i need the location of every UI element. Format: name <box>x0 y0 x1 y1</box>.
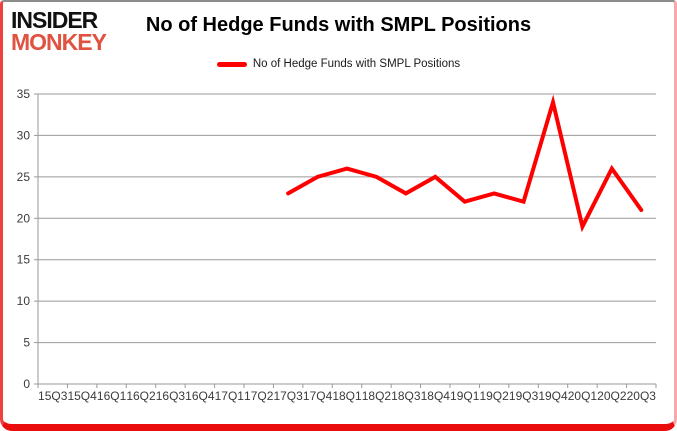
logo-text-insider: INSIDER <box>11 7 98 33</box>
x-axis-label: 15Q4 <box>67 389 97 403</box>
y-axis-label: 5 <box>23 336 30 350</box>
x-axis-label: 18Q1 <box>332 389 362 403</box>
x-axis-label: 20Q1 <box>568 389 598 403</box>
x-axis-label: 18Q3 <box>391 389 421 403</box>
x-axis-label: 18Q2 <box>362 389 392 403</box>
chart-legend: No of Hedge Funds with SMPL Positions <box>3 58 674 70</box>
x-axis-label: 19Q1 <box>450 389 480 403</box>
x-axis-label: 17Q4 <box>303 389 333 403</box>
data-line <box>286 94 644 233</box>
y-axis-label: 20 <box>17 211 31 225</box>
x-axis-label: 17Q3 <box>273 389 303 403</box>
x-axis-label: 16Q4 <box>185 389 215 403</box>
x-axis-label: 19Q2 <box>479 389 509 403</box>
x-axis-label: 16Q2 <box>126 389 156 403</box>
x-axis-label: 19Q3 <box>509 389 539 403</box>
x-axis-label: 16Q1 <box>97 389 127 403</box>
x-axis-label: 18Q4 <box>421 389 451 403</box>
x-axis-label: 17Q1 <box>215 389 245 403</box>
x-axis-label: 20Q2 <box>597 389 627 403</box>
x-axis-label: 16Q3 <box>156 389 186 403</box>
y-axis-label: 10 <box>17 294 31 308</box>
chart-title: No of Hedge Funds with SMPL Positions <box>145 14 532 36</box>
x-axis-label: 15Q3 <box>38 389 68 403</box>
legend-label: No of Hedge Funds with SMPL Positions <box>252 58 461 70</box>
insider-monkey-logo: INSIDER MONKEY <box>11 7 107 55</box>
x-axis-label: 19Q4 <box>538 389 568 403</box>
legend-line-swatch <box>216 61 247 67</box>
y-axis-label: 15 <box>17 253 31 267</box>
y-axis-label: 25 <box>17 170 31 184</box>
y-axis-label: 35 <box>17 87 31 101</box>
y-axis-label: 0 <box>23 377 30 391</box>
x-axis-label: 20Q3 <box>627 389 657 403</box>
x-axis-label: 17Q2 <box>244 389 274 403</box>
y-axis-label: 30 <box>17 128 31 142</box>
logo-text-monkey: MONKEY <box>11 28 107 55</box>
